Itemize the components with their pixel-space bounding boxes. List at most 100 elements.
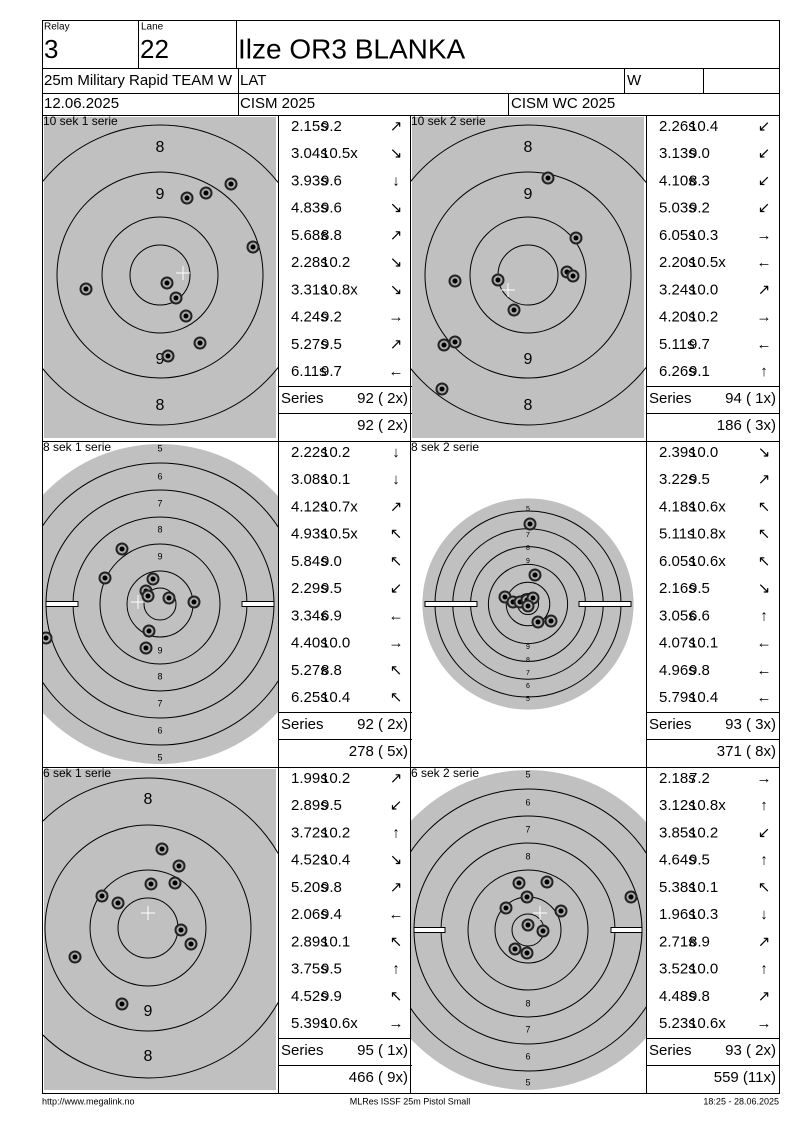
shot-hole-center xyxy=(250,244,256,250)
shot-hole-center xyxy=(176,863,182,869)
running-total: 466 ( 9x) xyxy=(349,1069,408,1086)
shot-time: 4.24s xyxy=(291,309,328,326)
shot-direction: ↙ xyxy=(758,118,771,135)
shooter-name: Ilze OR3 BLANKA xyxy=(238,33,466,64)
shot-score: 6.9 xyxy=(321,607,342,624)
shot-hole-center xyxy=(532,572,538,578)
competition: CISM 2025 xyxy=(240,95,315,112)
shot-score: 10.0 xyxy=(689,961,718,978)
shot-direction: ↙ xyxy=(758,200,771,217)
shot-time: 6.05s xyxy=(659,553,696,570)
shot-score: 10.4 xyxy=(689,689,718,706)
shot-direction: ↗ xyxy=(390,879,403,896)
shot-score: 10.4 xyxy=(689,118,718,135)
ring xyxy=(487,563,569,645)
footer-software: MLRes ISSF 25m Pistol Small xyxy=(350,1096,471,1106)
shot-direction: ↓ xyxy=(760,906,768,923)
series-total: 94 ( 1x) xyxy=(725,390,776,407)
shot-direction: ↑ xyxy=(392,824,400,841)
ring-label: 7 xyxy=(525,824,530,834)
panel-title: 6 sek 2 serie xyxy=(411,766,479,780)
aiming-bar xyxy=(413,927,446,933)
shot-direction: ↑ xyxy=(760,363,768,380)
shot-hole-center xyxy=(150,576,156,582)
shot-hole-center xyxy=(166,595,172,601)
ring xyxy=(467,869,589,991)
shot-direction: ↑ xyxy=(392,961,400,978)
aiming-bar xyxy=(610,927,643,933)
ring-label: 5 xyxy=(525,769,530,779)
sheet-border xyxy=(42,20,780,1094)
target: 5 6 7 8 9 9 8 7 6 5 xyxy=(43,443,278,764)
ring-label: 5 xyxy=(526,696,530,703)
ring-label: 7 xyxy=(526,670,530,677)
shot-direction: ↑ xyxy=(760,961,768,978)
ring-label: 6 xyxy=(526,683,530,690)
shot-hole-center xyxy=(164,280,170,286)
shot-time: 3.75s xyxy=(291,961,328,978)
shot-hole-center xyxy=(165,353,171,359)
shot-score: 10.3 xyxy=(689,906,718,923)
ring-label: 5 xyxy=(157,752,162,762)
shot-time: 5.03s xyxy=(659,200,696,217)
shot-time: 5.79s xyxy=(659,689,696,706)
running-total: 186 ( 3x) xyxy=(717,417,776,434)
shot-direction: ↖ xyxy=(390,662,403,679)
shot-direction: → xyxy=(757,1015,772,1032)
ring-label: 5 xyxy=(525,1077,530,1087)
shot-score: 10.2 xyxy=(321,444,350,461)
running-total: 92 ( 2x) xyxy=(357,417,408,434)
shot-time: 2.22s xyxy=(291,444,328,461)
series-label: Series xyxy=(649,716,692,733)
shot-time: 4.52s xyxy=(291,988,328,1005)
shot-direction: ↙ xyxy=(758,824,771,841)
shot-direction: ↓ xyxy=(392,444,400,461)
series-label: Series xyxy=(649,1042,692,1059)
ring xyxy=(101,216,219,334)
shot-time: 4.52s xyxy=(291,852,328,869)
shot-time: 2.71s xyxy=(659,933,696,950)
shot-direction: ↖ xyxy=(390,526,403,543)
ring-label: 7 xyxy=(157,498,162,508)
shot-score: 10.8x xyxy=(321,281,358,298)
shot-time: 4.48s xyxy=(659,988,696,1005)
shot-hole-center xyxy=(628,894,634,900)
shot-score: 10.2 xyxy=(321,770,350,787)
shot-hole-center xyxy=(184,195,190,201)
crosshair xyxy=(141,906,155,920)
ring xyxy=(469,216,587,334)
shot-time: 5.27s xyxy=(291,662,328,679)
shot-direction: ↖ xyxy=(390,689,403,706)
shot-time: 3.04s xyxy=(291,145,328,162)
panel-title: 10 sek 1 serie xyxy=(43,114,118,128)
shot-direction: ↓ xyxy=(392,471,400,488)
shot-time: 5.11s xyxy=(659,526,695,543)
ring-label: 5 xyxy=(526,506,530,513)
shot-time: 3.08s xyxy=(291,471,328,488)
shot-hole-center xyxy=(524,894,530,900)
shot-direction: ↑ xyxy=(760,797,768,814)
shot-direction: ↖ xyxy=(390,988,403,1005)
ring-label: 9 xyxy=(157,645,162,655)
shot-time: 5.23s xyxy=(659,1015,696,1032)
shot-score: 9.5 xyxy=(321,961,342,978)
ring-label: 6 xyxy=(525,1051,530,1061)
shot-direction: ↖ xyxy=(758,498,771,515)
shot-hole-center xyxy=(527,521,533,527)
shot-score: 10.4 xyxy=(321,852,350,869)
shot-score: 9.8 xyxy=(689,988,710,1005)
ring-label: 9 xyxy=(156,351,165,368)
shot-hole-center xyxy=(203,190,209,196)
ring-label: 8 xyxy=(144,791,153,808)
shot-hole-center xyxy=(146,628,152,634)
shot-score: 8.8 xyxy=(321,227,342,244)
shot-hole-center xyxy=(570,273,576,279)
shot-score: 10.1 xyxy=(321,933,350,950)
ring-label: 8 xyxy=(157,671,162,681)
date: 12.06.2025 xyxy=(44,95,119,112)
ring xyxy=(43,777,278,1079)
shot-time: 5.84s xyxy=(291,553,328,570)
shot-score: 9.5 xyxy=(321,797,342,814)
shot-direction: ↘ xyxy=(390,254,403,271)
shot-hole-center xyxy=(452,278,458,284)
